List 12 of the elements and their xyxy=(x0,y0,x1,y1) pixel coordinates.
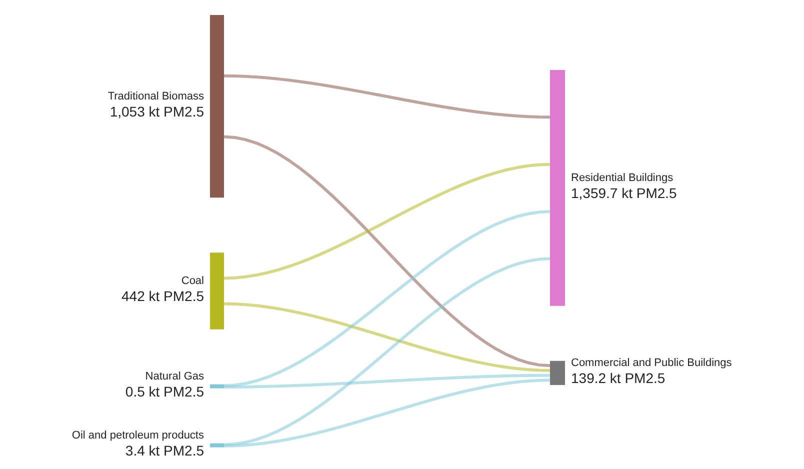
category-label: Coal xyxy=(181,274,204,287)
data-label: 139.2 kt PM2.5 xyxy=(571,370,666,386)
category-label: Oil and petroleum products xyxy=(72,429,204,442)
data-label: 1,053 kt PM2.5 xyxy=(110,103,204,120)
category-label: Natural Gas xyxy=(145,370,204,382)
data-label: 1,359.7 kt PM2.5 xyxy=(571,184,678,201)
data-label: 442 kt PM2.5 xyxy=(122,288,204,304)
category-label: Traditional Biomass xyxy=(108,90,204,102)
data-label: 3.4 kt PM2.5 xyxy=(125,442,204,458)
data-label: 0.5 kt PM2.5 xyxy=(125,383,204,400)
category-label: Commercial and Public Buildings xyxy=(571,356,732,369)
category-label: Residential Buildings xyxy=(571,172,674,184)
